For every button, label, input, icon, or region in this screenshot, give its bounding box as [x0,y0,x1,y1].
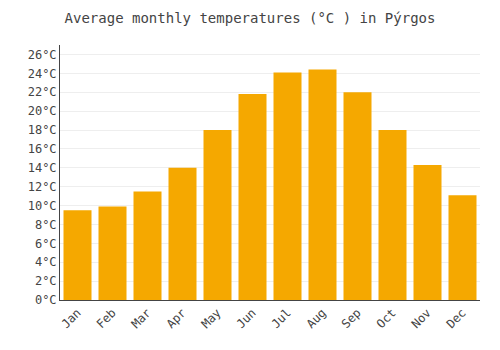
svg-text:Oct: Oct [374,306,399,331]
svg-text:22°C: 22°C [28,85,57,99]
svg-text:26°C: 26°C [28,48,57,62]
svg-text:10°C: 10°C [28,199,57,213]
svg-text:Feb: Feb [94,306,119,331]
svg-text:Apr: Apr [164,306,189,331]
svg-text:6°C: 6°C [35,237,57,251]
svg-text:Jun: Jun [234,306,259,331]
svg-text:Mar: Mar [129,306,154,331]
svg-text:Jul: Jul [269,306,294,331]
svg-text:8°C: 8°C [35,218,57,232]
svg-text:18°C: 18°C [28,123,57,137]
svg-text:14°C: 14°C [28,161,57,175]
svg-text:Nov: Nov [409,306,434,331]
svg-text:Dec: Dec [444,306,469,331]
svg-text:12°C: 12°C [28,180,57,194]
svg-text:May: May [199,306,224,331]
svg-text:2°C: 2°C [35,274,57,288]
svg-text:16°C: 16°C [28,142,57,156]
svg-text:20°C: 20°C [28,104,57,118]
svg-text:Average monthly temperatures (: Average monthly temperatures (°C ) in Pý… [65,10,436,26]
svg-text:Sep: Sep [339,306,364,331]
svg-text:Aug: Aug [304,306,329,331]
svg-text:4°C: 4°C [35,255,57,269]
svg-text:0°C: 0°C [35,293,57,307]
svg-text:24°C: 24°C [28,67,57,81]
svg-text:Jan: Jan [59,306,84,331]
